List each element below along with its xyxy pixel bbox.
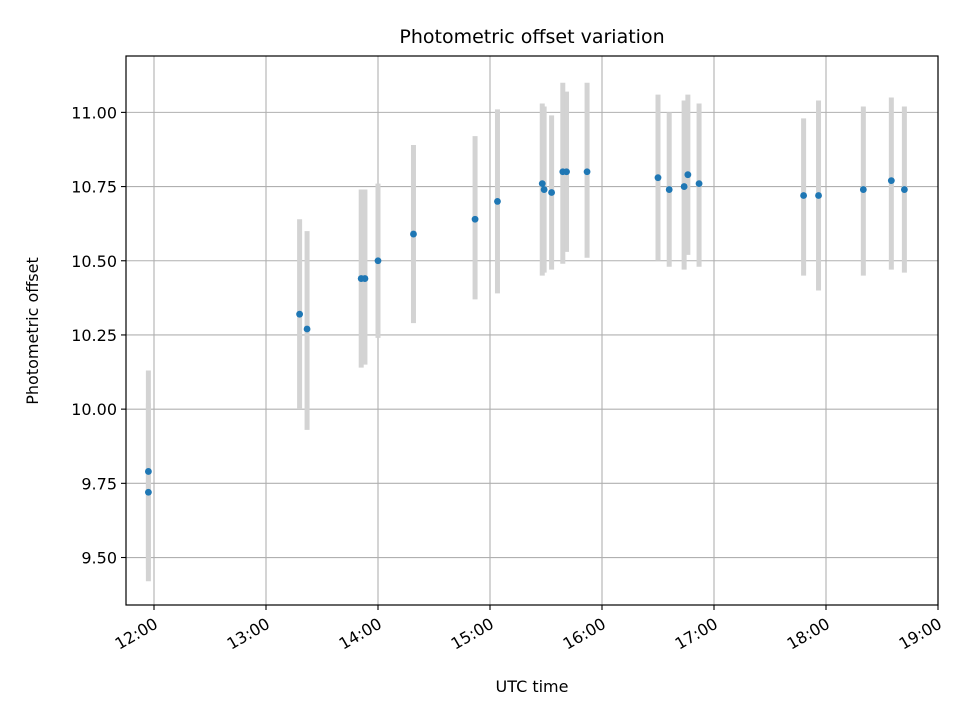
- data-point: [680, 183, 688, 190]
- data-point: [296, 310, 303, 318]
- data-point: [563, 168, 570, 176]
- data-point: [410, 230, 417, 238]
- data-point: [815, 192, 822, 199]
- data-point: [901, 186, 908, 193]
- data-point: [538, 180, 546, 188]
- x-axis-label: UTC time: [496, 677, 569, 696]
- data-point: [361, 275, 369, 282]
- data-point: [665, 186, 673, 193]
- data-point: [145, 468, 152, 475]
- x-tick-label: 13:00: [224, 614, 273, 654]
- data-point: [695, 180, 703, 188]
- axis-ticks: 12:00 13:00 14:00 15:00 16:00 17:00 18:00 19:00…: [71, 103, 945, 653]
- x-tick-label: 14:00: [336, 614, 385, 654]
- data-point: [494, 198, 501, 205]
- y-tick-label: 10.50: [71, 252, 117, 271]
- data-point: [471, 215, 479, 223]
- data-point: [684, 171, 692, 179]
- data-point: [303, 325, 311, 333]
- data-point: [654, 174, 662, 182]
- x-tick-label: 15:00: [448, 614, 497, 654]
- y-tick-label: 10.75: [71, 178, 117, 197]
- data-point: [374, 257, 382, 265]
- x-tick-label: 18:00: [784, 614, 833, 654]
- error-bars: [145, 82, 907, 582]
- data-point: [583, 168, 591, 176]
- plot-area-frame: [125, 55, 939, 606]
- x-tick-label: 19:00: [896, 614, 945, 654]
- chart-title: Photometric offset variation: [399, 26, 664, 48]
- y-tick-label: 10.25: [71, 326, 117, 345]
- x-tick-label: 17:00: [672, 614, 721, 654]
- data-point: [800, 192, 807, 199]
- data-points: [145, 168, 908, 496]
- data-point: [540, 186, 548, 193]
- y-axis-label: Photometric offset: [23, 257, 42, 405]
- x-tick-label: 12:00: [112, 614, 161, 654]
- y-tick-label: 9.50: [81, 549, 117, 568]
- y-tick-label: 11.00: [71, 103, 117, 122]
- data-point: [145, 488, 152, 496]
- data-point: [859, 186, 867, 193]
- x-tick-label: 16:00: [560, 614, 609, 654]
- data-point: [548, 189, 555, 196]
- y-tick-label: 9.75: [81, 474, 117, 493]
- data-point: [887, 177, 895, 185]
- y-tick-label: 10.00: [71, 400, 117, 419]
